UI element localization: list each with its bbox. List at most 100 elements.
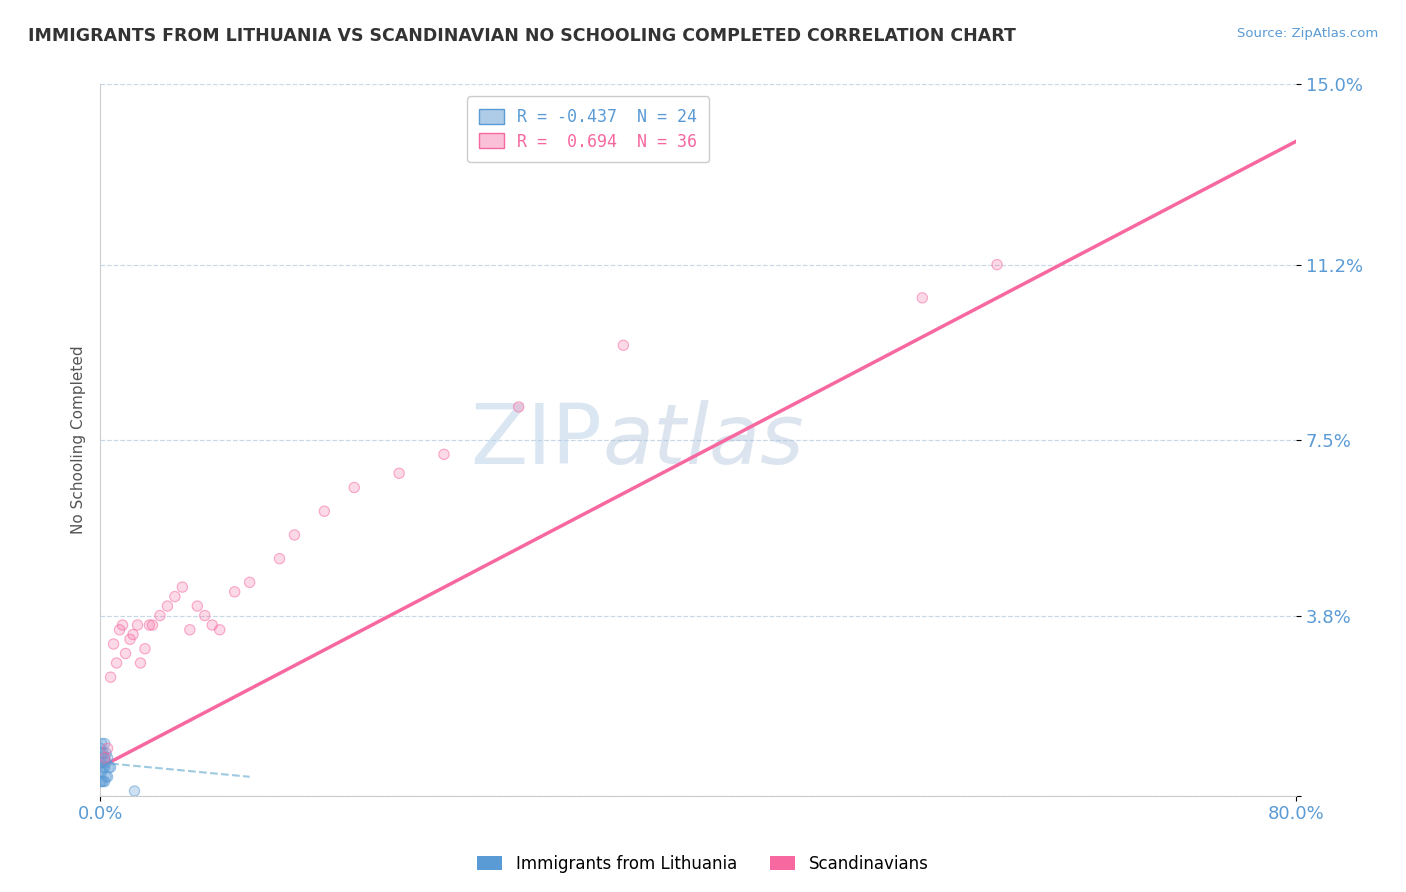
Text: ZIP: ZIP (471, 400, 602, 481)
Point (114, 647, 136, 661)
Point (172, 580, 194, 594)
Point (97, 770, 120, 784)
Point (122, 627, 145, 641)
Text: atlas: atlas (602, 400, 804, 481)
Point (89, 774, 111, 789)
Point (343, 481, 366, 495)
Point (127, 618, 149, 632)
Point (93, 737, 115, 751)
Point (97, 770, 120, 784)
Point (911, 291, 934, 305)
Point (186, 599, 208, 613)
Point (194, 608, 217, 623)
Point (90, 756, 112, 770)
Point (149, 608, 172, 623)
Point (94, 756, 117, 770)
Point (129, 656, 152, 670)
Point (208, 623, 231, 637)
Point (208, 623, 231, 637)
Point (89, 741, 111, 756)
Point (90, 774, 112, 789)
Point (89, 741, 111, 756)
Point (239, 575, 262, 590)
Point (97, 751, 120, 765)
Point (89, 774, 111, 789)
Point (93, 751, 115, 765)
Point (388, 467, 411, 481)
Point (100, 670, 122, 684)
Point (179, 623, 201, 637)
Point (108, 623, 131, 637)
Point (179, 623, 201, 637)
Point (89, 756, 111, 770)
Point (105, 656, 128, 670)
Point (103, 637, 125, 651)
Point (98, 760, 121, 774)
Point (103, 637, 125, 651)
Point (201, 618, 224, 632)
Point (105, 656, 128, 670)
Point (186, 599, 208, 613)
Point (94, 746, 117, 760)
Point (93, 760, 115, 774)
Point (89, 765, 111, 780)
Point (172, 580, 194, 594)
Point (91, 746, 114, 760)
Point (90, 756, 112, 770)
Legend: Immigrants from Lithuania, Scandinavians: Immigrants from Lithuania, Scandinavians (471, 848, 935, 880)
Point (141, 618, 163, 632)
Point (283, 528, 305, 542)
Point (94, 770, 117, 784)
Point (108, 623, 131, 637)
Point (91, 760, 114, 774)
Point (141, 618, 163, 632)
Point (91, 774, 114, 789)
Point (129, 656, 152, 670)
Point (149, 608, 172, 623)
Point (93, 774, 115, 789)
Point (111, 618, 134, 632)
Point (100, 760, 122, 774)
Point (90, 765, 112, 780)
Point (97, 741, 120, 756)
Point (90, 737, 112, 751)
Point (93, 760, 115, 774)
Point (91, 760, 114, 774)
Point (612, 338, 634, 352)
Point (156, 599, 179, 613)
Point (91, 774, 114, 789)
Point (314, 504, 336, 518)
Point (239, 575, 262, 590)
Point (508, 400, 530, 414)
Point (93, 737, 115, 751)
Point (138, 618, 160, 632)
Point (97, 741, 120, 756)
Point (100, 760, 122, 774)
Point (94, 746, 117, 760)
Point (93, 774, 115, 789)
Point (986, 258, 1008, 272)
Point (124, 784, 146, 798)
Point (269, 551, 291, 566)
Point (90, 737, 112, 751)
Point (269, 551, 291, 566)
Point (114, 647, 136, 661)
Point (90, 765, 112, 780)
Point (89, 756, 111, 770)
Point (201, 618, 224, 632)
Point (433, 447, 456, 461)
Point (134, 641, 156, 656)
Point (93, 751, 115, 765)
Point (911, 291, 934, 305)
Point (224, 585, 246, 599)
Point (124, 784, 146, 798)
Point (93, 751, 115, 765)
Point (224, 585, 246, 599)
Point (98, 760, 121, 774)
Point (138, 618, 160, 632)
Point (90, 746, 112, 760)
Point (508, 400, 530, 414)
Point (97, 751, 120, 765)
Point (134, 641, 156, 656)
Point (94, 770, 117, 784)
